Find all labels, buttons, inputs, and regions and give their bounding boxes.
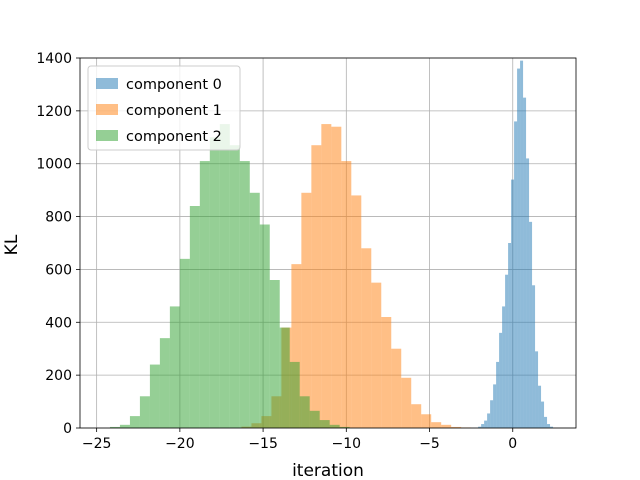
histogram-bar-series-2 [139, 396, 150, 428]
histogram-bar-series-2 [149, 364, 160, 428]
legend-box [87, 65, 241, 151]
histogram-bar-series-0 [544, 416, 548, 428]
histogram-bar-series-0 [493, 384, 497, 428]
histogram-bar-series-1 [371, 282, 382, 428]
histogram-bar-series-1 [291, 264, 302, 428]
legend-swatch [96, 78, 118, 89]
histogram-bar-series-0 [523, 97, 527, 429]
histogram-bar-series-2 [209, 137, 220, 429]
histogram-bar-series-1 [341, 161, 352, 429]
x-tick-label: −15 [248, 436, 278, 452]
histogram-bar-series-0 [490, 400, 494, 428]
axes [76, 57, 577, 432]
histogram-bar-series-2 [219, 124, 230, 429]
histogram-bar-series-1 [431, 422, 442, 428]
y-tick-label: 0 [63, 421, 72, 437]
histogram-bar-series-0 [511, 179, 515, 428]
histogram-bar-series-0 [508, 243, 512, 428]
histogram-bar-series-0 [505, 274, 509, 428]
histogram-bar-series-0 [487, 413, 491, 428]
legend-swatch [96, 130, 118, 141]
histogram-bar-series-1 [331, 126, 342, 428]
histogram-bar-series-2 [129, 416, 140, 428]
histogram-bar-series-2 [229, 145, 240, 428]
histogram-bar-series-0 [538, 385, 542, 428]
histogram-bar-series-0 [520, 60, 524, 429]
histogram-bar-series-2 [279, 327, 290, 428]
histogram-bar-series-2 [249, 192, 260, 428]
histogram-bar-series-2 [299, 396, 310, 428]
histogram-bar-series-1 [421, 414, 432, 428]
histogram-bar-series-1 [391, 348, 402, 428]
histogram-bar-series-1 [441, 424, 452, 428]
histogram-bar-series-0 [535, 351, 539, 428]
histogram-bar-series-2 [259, 224, 270, 428]
tick-labels: −25 −20 −15 −10 −5 0 0 200 400 600 800 1000 1200 1400 [36, 51, 517, 452]
histogram-bar-series-1 [321, 124, 332, 429]
legend-swatch [96, 104, 118, 115]
histogram-bar-series-1 [361, 248, 372, 428]
histogram-bar-series-2 [309, 410, 320, 428]
x-tick-label: −20 [165, 436, 195, 452]
legend-label: component 0 [126, 77, 222, 93]
histogram-bar-series-2 [169, 306, 180, 428]
legend-label: component 2 [126, 129, 222, 145]
legend: component 0 component 1 component 2 [87, 65, 241, 151]
histogram-bar-series-2 [109, 426, 120, 428]
histogram-bar-series-2 [199, 161, 210, 429]
x-tick-label: −10 [332, 436, 362, 452]
y-tick-label: 200 [45, 368, 72, 384]
histogram-bar-series-0 [499, 332, 503, 428]
histogram-bar-series-2 [319, 420, 330, 428]
y-axis-label: KL [2, 234, 22, 255]
histogram-bar-series-2 [179, 258, 190, 428]
histogram-bar-series-0 [526, 158, 530, 428]
histogram-bar-series-1 [451, 426, 462, 428]
histogram-bar-series-1 [381, 317, 392, 428]
y-tick-label: 1400 [36, 51, 72, 67]
histogram-bar-series-0 [529, 221, 533, 428]
histogram-bar-series-1 [401, 377, 412, 428]
x-tick-label: −5 [419, 436, 440, 452]
histogram-bar-series-0 [517, 68, 521, 429]
histogram-bar-series-0 [541, 401, 545, 428]
y-tick-label: 400 [45, 315, 72, 331]
histogram-bar-series-0 [478, 426, 482, 428]
plot-frame [79, 57, 577, 429]
x-tick-label: 0 [508, 436, 517, 452]
histogram-bar-series-1 [351, 195, 362, 428]
histogram-bars [109, 60, 554, 429]
y-tick-label: 800 [45, 210, 72, 226]
histogram-bar-series-1 [311, 145, 322, 428]
histogram-bar-series-0 [514, 121, 518, 428]
histogram-bar-series-2 [239, 161, 250, 429]
histogram-bar-series-0 [502, 306, 506, 428]
y-tick-label: 1200 [36, 104, 72, 120]
y-tick-label: 1000 [36, 157, 72, 173]
histogram-bar-series-2 [189, 206, 200, 428]
x-axis-label: iteration [292, 461, 364, 480]
histogram-bar-series-0 [547, 424, 551, 428]
histogram-bar-series-2 [269, 280, 280, 428]
histogram-bar-series-1 [301, 192, 312, 428]
histogram-bar-series-2 [159, 338, 170, 428]
histogram-bar-series-1 [411, 404, 422, 428]
histogram-bar-series-0 [484, 420, 488, 428]
histogram-bar-series-2 [119, 424, 130, 428]
x-tick-label: −25 [82, 436, 112, 452]
histogram-bar-series-0 [550, 426, 554, 428]
histogram-bar-series-0 [496, 361, 500, 428]
histogram-bar-series-2 [339, 426, 350, 428]
histogram-bar-series-2 [289, 361, 300, 428]
histogram-bar-series-0 [532, 285, 536, 428]
histogram-bar-series-2 [329, 424, 340, 428]
y-tick-label: 600 [45, 262, 72, 278]
legend-label: component 1 [126, 103, 222, 119]
histogram-bar-series-0 [481, 424, 485, 428]
